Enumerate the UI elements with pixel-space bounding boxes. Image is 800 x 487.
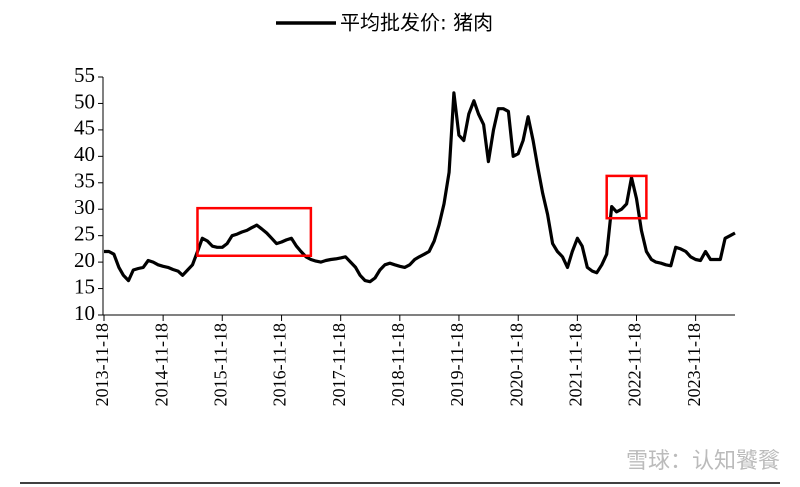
y-tick-label: 20 [74,248,95,272]
y-tick-label: 40 [74,142,95,166]
x-tick-label: 2022-11-18 [625,323,645,406]
y-tick-label: 25 [74,221,95,245]
x-tick-label: 2014-11-18 [151,323,171,406]
x-tick-label: 2021-11-18 [565,323,585,406]
x-tick-label: 2016-11-18 [270,323,290,406]
x-tick-label: 2018-11-18 [388,323,408,406]
y-tick-label: 55 [74,63,95,87]
highlight-box [605,174,648,220]
highlight-box [196,206,313,258]
x-tick-label: 2019-11-18 [447,323,467,406]
x-tick-label: 2013-11-18 [92,323,112,406]
y-tick-label: 30 [74,195,95,219]
x-tick-label: 2020-11-18 [506,323,526,406]
y-tick-label: 35 [74,169,95,193]
data-line [104,91,736,284]
x-tick-label: 2015-11-18 [210,323,230,406]
y-tick-label: 45 [74,116,95,140]
x-tick-label: 2023-11-18 [684,323,704,406]
watermark: 雪球：认知饕餮 [626,449,780,474]
x-tick-label: 2017-11-18 [329,323,349,406]
legend-label: 平均批发价: 猪肉 [340,11,493,35]
y-tick-label: 50 [74,89,95,113]
y-tick-label: 15 [74,274,95,298]
y-tick-label: 10 [74,301,95,325]
